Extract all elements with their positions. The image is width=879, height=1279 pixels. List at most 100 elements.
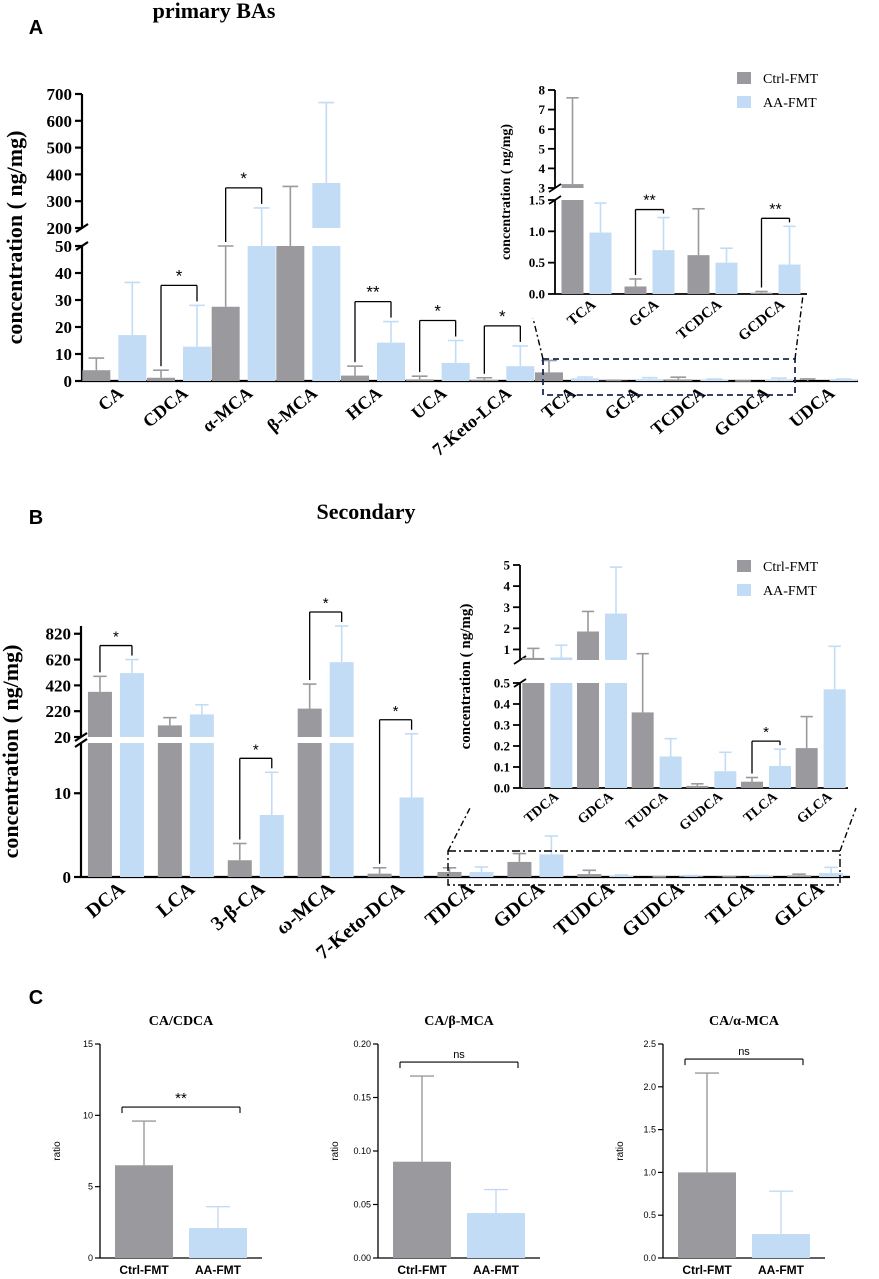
bar-aa <box>589 232 612 294</box>
significance-label: * <box>763 724 769 741</box>
bar-aa <box>312 246 341 381</box>
x-tick-label: TUDCA <box>550 878 619 941</box>
panel-label-a: A <box>29 17 43 39</box>
bar-ctrl <box>686 785 709 788</box>
bar-ctrl <box>577 874 602 877</box>
bar-ctrl <box>750 292 773 294</box>
x-tick-label: Ctrl-FMT <box>397 1263 447 1277</box>
bar-ctrl <box>561 184 584 188</box>
x-tick-label: AA-FMT <box>758 1263 805 1277</box>
significance-label: * <box>113 629 119 646</box>
y-tick-label: 1.5 <box>643 1125 656 1135</box>
bar-aa <box>609 875 634 877</box>
bar-ctrl <box>507 861 532 877</box>
bar-aa <box>659 756 682 788</box>
bar-aa <box>377 342 405 381</box>
y-tick-label: 20 <box>55 318 72 337</box>
y-tick-label: 8 <box>539 83 546 98</box>
bar-aa <box>189 1228 247 1258</box>
x-tick-label: GUDCA <box>677 789 727 834</box>
y-axis-title: concentration ( ng/mg) <box>0 645 23 859</box>
bar-ctrl <box>561 200 584 294</box>
bar-ctrl <box>297 708 322 737</box>
y-tick-label: 0.4 <box>494 697 511 712</box>
y-tick-label: 4 <box>504 579 511 594</box>
x-tick-label: AA-FMT <box>195 1263 242 1277</box>
legend-label-ctrl: Ctrl-FMT <box>763 72 819 87</box>
x-tick-label: 3-β-CA <box>207 878 270 936</box>
bar-ctrl <box>664 379 693 381</box>
x-tick-label: GDCA <box>489 878 549 933</box>
y-tick-label: 0.00 <box>353 1253 371 1263</box>
bar-ctrl <box>535 372 563 381</box>
significance-label: * <box>240 169 247 188</box>
y-tick-label: 0.10 <box>353 1146 371 1156</box>
bar-aa <box>183 346 211 381</box>
bar-aa <box>539 854 564 877</box>
bar-ctrl <box>211 306 240 381</box>
zoom-connector <box>447 807 471 852</box>
y-tick-label: 10 <box>54 784 71 803</box>
significance-label: * <box>499 307 506 326</box>
significance-label: * <box>176 266 183 285</box>
zoom-connector <box>839 807 857 852</box>
x-tick-label: HCA <box>342 383 385 424</box>
bar-aa <box>765 379 793 381</box>
x-tick-label: GDCA <box>575 789 617 828</box>
bar-aa <box>189 714 214 737</box>
x-tick-label: AA-FMT <box>473 1263 520 1277</box>
y-tick-label: 2.0 <box>643 1082 656 1092</box>
bar-ctrl <box>522 683 545 788</box>
bar-aa <box>119 743 144 877</box>
significance-label: * <box>434 302 441 321</box>
legend-label-aa: AA-FMT <box>763 96 817 111</box>
x-tick-label: TDCA <box>522 789 563 827</box>
bar-aa <box>635 379 664 381</box>
bar-aa <box>679 876 704 877</box>
bar-aa <box>550 657 573 660</box>
y-tick-label: 0.15 <box>353 1093 371 1103</box>
y-tick-label: 5 <box>88 1182 93 1192</box>
x-tick-label: CDCA <box>139 383 192 432</box>
bar-aa <box>259 815 284 877</box>
y-tick-label: 0.3 <box>494 718 511 733</box>
significance-label: ns <box>453 1049 465 1061</box>
y-tick-label: 5 <box>539 141 546 156</box>
y-tick-label: 0 <box>63 868 72 887</box>
y-axis-title: concentration ( ng/mg) <box>499 124 514 260</box>
y-tick-label: 20 <box>54 728 71 747</box>
bar-ctrl <box>87 691 112 737</box>
bar-aa <box>506 366 535 381</box>
y-tick-label: 1.0 <box>643 1167 656 1177</box>
y-tick-label: 400 <box>47 165 73 184</box>
bar-ctrl <box>470 379 499 381</box>
y-tick-label: 0 <box>64 372 73 391</box>
x-tick-label: UDCA <box>786 383 839 432</box>
significance-label: ** <box>175 1090 187 1107</box>
zoom-box <box>542 358 796 396</box>
y-tick-label: 0.0 <box>529 287 545 302</box>
significance-label: ** <box>769 201 781 218</box>
bar-aa <box>399 797 424 877</box>
y-tick-label: 7 <box>539 102 546 117</box>
bar-aa <box>312 182 341 228</box>
x-tick-label: LCA <box>153 878 200 922</box>
bar-aa <box>823 689 846 788</box>
bar-ctrl <box>147 377 175 381</box>
x-tick-label: β-MCA <box>263 383 321 436</box>
y-axis-title: concentration ( ng/mg) <box>2 131 27 345</box>
x-tick-label: UCA <box>408 383 451 423</box>
bar-aa <box>118 335 147 381</box>
y-axis-title: ratio <box>615 1141 626 1161</box>
y-tick-label: 0.20 <box>353 1039 371 1049</box>
y-tick-label: 30 <box>55 291 72 310</box>
bar-ctrl <box>157 725 182 737</box>
chart-title: primary BAs <box>153 0 276 23</box>
bar-ctrl <box>276 246 305 381</box>
chart-title: CA/α-MCA <box>709 1014 780 1029</box>
axis-break-mark <box>74 738 88 748</box>
bar-aa <box>829 379 858 381</box>
bar-aa <box>441 362 470 381</box>
bar-aa <box>769 765 791 788</box>
